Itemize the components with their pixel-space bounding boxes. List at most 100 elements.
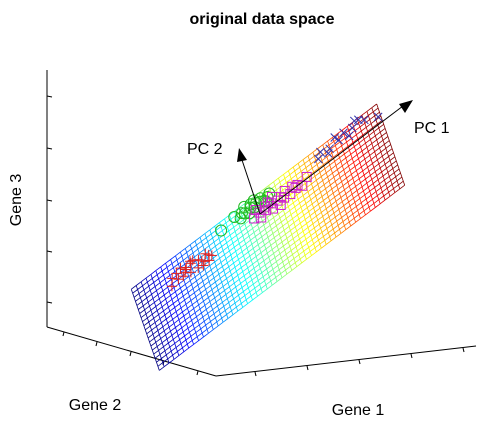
plane-mesh-line bbox=[202, 329, 207, 333]
data-point-plus bbox=[198, 260, 208, 270]
plane-mesh-line bbox=[157, 323, 162, 327]
plane-mesh-line bbox=[321, 209, 326, 213]
plane-mesh-line bbox=[335, 158, 340, 162]
plane-mesh-line bbox=[318, 145, 323, 149]
plane-mesh-line bbox=[222, 315, 227, 319]
plane-mesh-line bbox=[208, 310, 213, 314]
plane-mesh-line bbox=[209, 314, 214, 318]
plane-mesh-line bbox=[278, 226, 283, 230]
plane-mesh-line bbox=[307, 256, 312, 260]
plane-mesh-line bbox=[238, 236, 243, 240]
plane-mesh-line bbox=[370, 116, 375, 120]
plane-mesh-line bbox=[352, 135, 357, 139]
plane-mesh-line bbox=[162, 267, 167, 271]
plane-mesh-line bbox=[232, 271, 237, 275]
plane-mesh-line bbox=[182, 253, 187, 257]
plane-mesh-line bbox=[313, 184, 318, 188]
plane-mesh-line bbox=[194, 325, 199, 329]
chart-title: original data space bbox=[190, 11, 335, 28]
plane-mesh-line bbox=[282, 274, 287, 278]
plane-mesh-line bbox=[292, 231, 297, 235]
plane-mesh-line bbox=[208, 274, 213, 278]
plane-mesh-line bbox=[172, 260, 177, 264]
plane-mesh-line bbox=[200, 269, 205, 273]
plane-mesh-line bbox=[187, 320, 192, 324]
plane-mesh-line bbox=[328, 209, 333, 213]
plane-mesh-line bbox=[243, 232, 248, 236]
plane-mesh-line bbox=[283, 258, 288, 262]
plane-mesh-line bbox=[249, 232, 254, 236]
plane-mesh-line bbox=[274, 270, 279, 274]
plane-mesh-line bbox=[203, 242, 208, 246]
plane-mesh-line bbox=[283, 222, 288, 226]
plane-mesh-line bbox=[229, 283, 234, 287]
plane-mesh-line bbox=[216, 262, 221, 266]
plane-mesh-line bbox=[275, 254, 280, 258]
plane-mesh-line bbox=[303, 156, 308, 160]
plane-mesh-line bbox=[305, 216, 310, 220]
plane-mesh-line bbox=[286, 251, 291, 255]
plane-mesh-line bbox=[330, 181, 335, 185]
plane-mesh-line bbox=[253, 225, 258, 229]
plane-mesh-line bbox=[343, 182, 348, 186]
plane-mesh-line bbox=[293, 163, 298, 167]
plane-mesh-line bbox=[211, 246, 216, 250]
plane-mesh-line bbox=[319, 221, 324, 225]
plane-mesh-line bbox=[250, 288, 255, 292]
plane-mesh-line bbox=[215, 314, 220, 318]
plane-mesh-line bbox=[192, 281, 197, 285]
plane-mesh-line bbox=[302, 243, 307, 247]
plane-mesh-line bbox=[168, 319, 173, 323]
plane-mesh-line bbox=[195, 273, 200, 277]
plane-mesh-line bbox=[343, 218, 348, 222]
plane-mesh-line bbox=[363, 203, 368, 207]
plane-mesh-line bbox=[333, 170, 338, 174]
plane-mesh-line bbox=[347, 158, 352, 162]
plane-mesh-line bbox=[274, 178, 279, 182]
plane-mesh-line bbox=[230, 303, 235, 307]
plane-mesh-line bbox=[161, 283, 166, 287]
plane-mesh-line bbox=[337, 202, 342, 206]
plane-mesh-line bbox=[288, 203, 293, 207]
plane-mesh-line bbox=[137, 302, 142, 306]
plane-mesh-line bbox=[333, 189, 338, 193]
plane-mesh-line bbox=[395, 189, 400, 193]
plane-mesh-line bbox=[314, 224, 319, 228]
plane-mesh-line bbox=[391, 177, 396, 181]
plane-mesh-line bbox=[248, 228, 253, 232]
plane-mesh-line bbox=[397, 177, 402, 181]
plane-mesh-line bbox=[213, 254, 218, 258]
plane-mesh-line bbox=[213, 290, 218, 294]
plane-mesh-line bbox=[142, 298, 147, 302]
plane-mesh-line bbox=[281, 218, 286, 222]
plane-mesh-line bbox=[332, 185, 337, 189]
plane-mesh-line bbox=[327, 189, 332, 193]
plane-mesh-line bbox=[190, 241, 195, 245]
plane-mesh-line bbox=[206, 270, 211, 274]
plane-mesh-line bbox=[254, 265, 259, 269]
plane-mesh-line bbox=[192, 245, 197, 249]
plane-mesh-line bbox=[160, 279, 165, 283]
plane-mesh-line bbox=[199, 301, 204, 305]
plane-mesh-line bbox=[299, 251, 304, 255]
plane-mesh-line bbox=[213, 326, 218, 330]
plane-mesh-line bbox=[198, 317, 203, 321]
plane-mesh-line bbox=[274, 182, 302, 263]
plane-mesh-line bbox=[297, 227, 302, 231]
plane-mesh-line bbox=[339, 170, 344, 174]
plane-mesh-line bbox=[353, 175, 358, 179]
plane-mesh-line bbox=[204, 318, 209, 322]
plane-mesh-line bbox=[157, 271, 162, 275]
plane-mesh-line bbox=[309, 192, 314, 196]
plane-mesh-line bbox=[227, 275, 232, 279]
plane-mesh-line bbox=[164, 291, 169, 295]
plane-mesh-line bbox=[354, 143, 359, 147]
plane-mesh-line bbox=[146, 310, 151, 314]
plane-mesh-line bbox=[144, 286, 149, 290]
plane-mesh-line bbox=[346, 226, 351, 230]
plane-mesh-line bbox=[327, 225, 332, 229]
plane-mesh-line bbox=[226, 291, 231, 295]
plane-mesh-line bbox=[307, 220, 312, 224]
plane-mesh-line bbox=[265, 261, 270, 265]
plane-mesh-line bbox=[373, 108, 378, 112]
